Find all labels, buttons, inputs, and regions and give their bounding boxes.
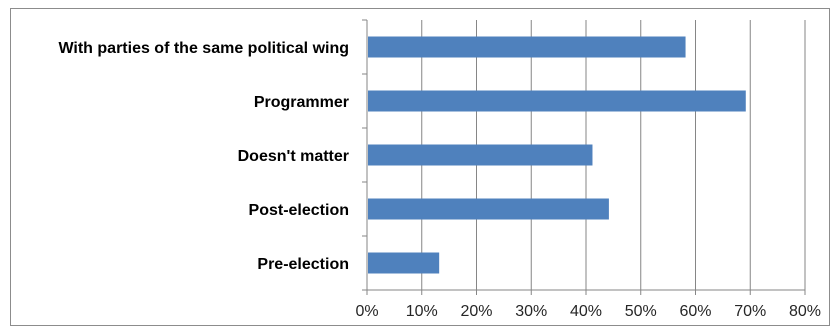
category-label: Pre-election <box>257 256 349 273</box>
gridlines <box>421 20 806 290</box>
x-tick-label: 30% <box>515 303 547 320</box>
axes <box>362 19 806 295</box>
bar <box>368 252 440 274</box>
x-tick-label: 10% <box>406 303 438 320</box>
bars <box>368 36 746 274</box>
bar <box>368 144 593 166</box>
bar <box>368 90 746 112</box>
x-tick-label: 60% <box>679 303 711 320</box>
category-labels: With parties of the same political wing P… <box>58 40 349 273</box>
bar <box>368 198 609 220</box>
x-tick-label: 0% <box>355 303 378 320</box>
x-tick-label: 80% <box>789 303 821 320</box>
category-label: Post-election <box>249 202 349 219</box>
x-tick-label: 70% <box>734 303 766 320</box>
x-tick-label: 50% <box>625 303 657 320</box>
x-tick-label: 40% <box>570 303 602 320</box>
category-label: With parties of the same political wing <box>58 40 349 57</box>
bar <box>368 36 686 58</box>
category-label: Doesn't matter <box>238 148 349 165</box>
category-label: Programmer <box>254 94 349 111</box>
x-tick-label: 20% <box>460 303 492 320</box>
x-tick-labels: 0% 10% 20% 30% 40% 50% 60% 70% 80% <box>355 303 821 320</box>
